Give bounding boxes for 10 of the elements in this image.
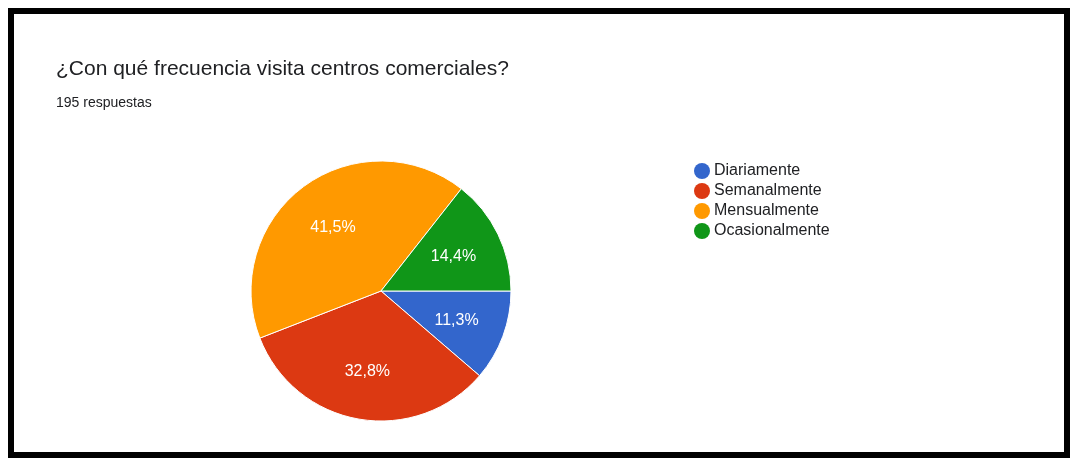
chart-title: ¿Con qué frecuencia visita centros comerciales? (56, 56, 509, 80)
data-label: 14,4% (430, 247, 477, 265)
data-label: 32,8% (344, 361, 391, 379)
data-label: 41,5% (310, 217, 356, 235)
legend-label: Semanalmente (714, 181, 822, 198)
legend-label: Mensualmente (714, 201, 819, 218)
data-label: 11,3% (434, 310, 479, 328)
legend-label: Diariamente (714, 161, 801, 178)
legend-label: Ocasionalmente (714, 221, 830, 238)
text: 195 respuestas (56, 94, 152, 110)
